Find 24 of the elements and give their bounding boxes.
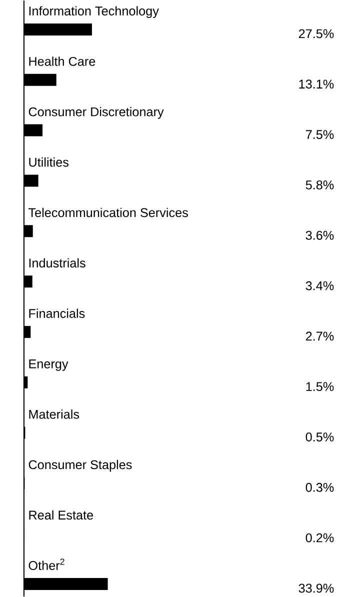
data-label: 2.7% bbox=[306, 332, 334, 341]
y-tick-label: Telecommunication Services bbox=[28, 208, 188, 218]
data-label: 33.9% bbox=[298, 584, 334, 593]
data-label: 0.5% bbox=[306, 432, 334, 442]
y-tick-label: Energy bbox=[29, 360, 68, 371]
y-tick-label: Consumer Discretionary bbox=[28, 107, 164, 119]
data-label: 13.1% bbox=[299, 80, 334, 89]
y-tick-label: Materials bbox=[29, 409, 79, 419]
y-tick-label: Other$^{2}$ bbox=[28, 558, 64, 570]
data-label: 3.4% bbox=[306, 281, 334, 290]
y-tick-label: Real Estate bbox=[29, 510, 93, 520]
y-tick-label: Utilities bbox=[29, 157, 68, 167]
data-label: 27.5% bbox=[298, 29, 334, 38]
data-label: 3.6% bbox=[306, 230, 334, 240]
y-tick-label: Health Care bbox=[29, 56, 95, 66]
y-tick-label: Industrials bbox=[29, 258, 86, 268]
data-label: 5.8% bbox=[306, 180, 334, 190]
data-label: 1.5% bbox=[306, 382, 334, 392]
y-tick-label: Financials bbox=[29, 308, 84, 318]
data-label: 0.2% bbox=[306, 533, 334, 542]
y-tick-label: Consumer Staples bbox=[28, 460, 132, 472]
y-tick-label: Information Technology bbox=[29, 6, 159, 18]
data-label: 7.5% bbox=[306, 130, 334, 139]
data-label: 0.3% bbox=[306, 482, 334, 492]
